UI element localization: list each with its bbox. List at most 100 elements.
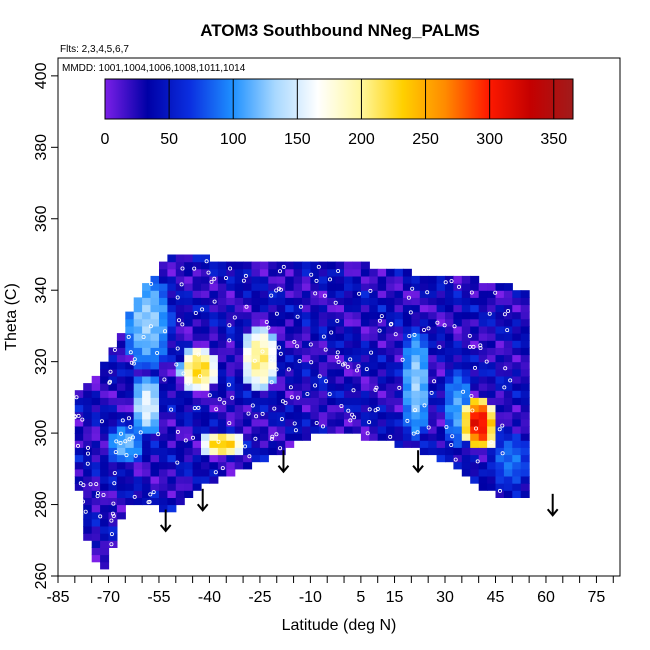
heatmap-cell [520,311,530,320]
heatmap-cell [302,361,311,370]
heatmap-cell [142,483,152,491]
heatmap-cell [344,304,353,313]
heatmap-cell [209,433,219,441]
heatmap-cell [192,397,202,406]
heatmap-cell [268,354,278,363]
heatmap-cell [83,440,93,448]
sample-point [232,315,237,320]
heatmap-cell [285,261,295,270]
sample-point [274,367,279,372]
heatmap-cell [142,354,152,363]
heatmap-cell [91,447,101,456]
heatmap-cell [428,354,438,363]
heatmap-cell [209,418,219,427]
heatmap-cell [175,254,185,263]
heatmap-cell [243,283,253,291]
heatmap-cell [159,361,168,370]
sample-point [98,514,103,519]
heatmap-cell [470,440,480,448]
heatmap-cell [108,390,118,398]
sample-point [374,385,379,390]
heatmap-cell [100,411,110,420]
heatmap-cell [159,354,168,363]
heatmap-cell [445,283,454,291]
heatmap-cell [520,461,530,470]
sample-point [86,445,91,450]
heatmap-cell [520,383,530,391]
heatmap-cell [167,375,177,384]
heatmap-cell [184,461,194,470]
sample-point [179,282,184,287]
heatmap-cell [470,368,480,377]
heatmap-cell [184,397,194,406]
heatmap-cell [268,440,278,448]
arrow-head [412,465,424,474]
heatmap-cell [108,461,118,470]
heatmap-cell [184,275,194,284]
heatmap-cell [369,418,379,427]
sample-point [472,365,477,370]
sample-point [81,483,86,488]
y-tick-label: 260 [33,563,50,590]
heatmap-cell [276,361,286,370]
heatmap-cell [184,254,194,263]
heatmap-cell [419,447,429,456]
heatmap-cell [285,325,295,334]
heatmap-cell [335,418,345,427]
heatmap-cell [344,347,353,356]
heatmap-cell [217,261,227,270]
heatmap-cell [402,383,412,391]
heatmap-cell [327,383,337,391]
heatmap-cell [116,361,126,370]
heatmap-cell [487,426,497,434]
heatmap-cell [360,404,370,413]
sample-point [260,411,265,416]
heatmap-cell [285,426,295,434]
heatmap-cell [436,275,446,284]
heatmap-cell [419,390,429,398]
heatmap-cell [344,390,353,398]
sample-point [393,332,398,337]
heatmap-cell [327,283,337,291]
heatmap-cell [461,426,471,434]
heatmap-cell [159,476,168,484]
heatmap-cell [184,476,194,484]
heatmap-cell [74,390,84,398]
heatmap-cell [91,383,101,391]
heatmap-cell [234,347,244,356]
sample-point [475,459,480,464]
heatmap-cell [419,404,429,413]
heatmap-cell [503,447,513,456]
sample-point [206,270,211,275]
heatmap-cell [243,361,253,370]
heatmap-cell [461,383,471,391]
heatmap-cell [217,311,227,320]
heatmap-cell [310,390,320,398]
sample-point [425,290,430,295]
sample-point [295,314,300,319]
heatmap-cell [402,368,412,377]
heatmap-cell [352,325,362,334]
sample-point [327,392,332,397]
heatmap-cell [487,354,497,363]
heatmap-cell [327,290,337,298]
chart-title: ATOM3 Southbound NNeg_PALMS [200,21,480,40]
heatmap-cell [133,433,143,441]
heatmap-cell [520,368,530,377]
heatmap-cell [327,404,337,413]
heatmap-cell [344,418,353,427]
heatmap-cell [175,468,185,477]
heatmap-cell [209,461,219,470]
heatmap-cell [318,268,328,277]
heatmap-cell [344,311,353,320]
heatmap-cell [74,404,84,413]
heatmap-cell [335,368,345,377]
heatmap-cell [503,404,513,413]
heatmap-cell [276,433,286,441]
heatmap-cell [318,411,328,420]
sample-point [453,457,458,462]
heatmap-cell [243,268,253,277]
heatmap-cell [436,433,446,441]
heatmap-cell [453,411,463,420]
heatmap-cell [91,497,101,506]
